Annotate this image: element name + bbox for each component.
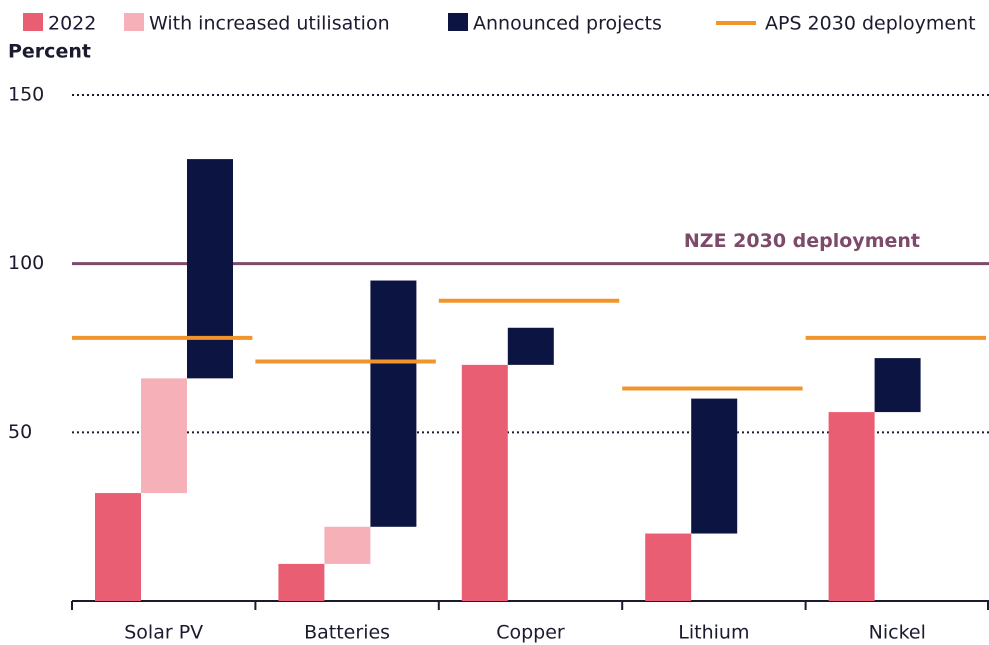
y-tick-label: 150 <box>8 84 44 106</box>
legend-swatch <box>448 13 468 31</box>
bar <box>187 159 233 379</box>
x-tick-label: Solar PV <box>124 622 203 644</box>
reference-label: NZE 2030 deployment <box>684 230 920 252</box>
bar <box>828 412 875 601</box>
bar <box>324 526 371 564</box>
y-axis-label: Percent <box>8 41 91 63</box>
bar <box>370 280 417 527</box>
legend-label: APS 2030 deployment <box>765 13 976 35</box>
legend-swatch <box>124 13 144 31</box>
x-tick-label: Copper <box>496 622 565 644</box>
bar <box>645 533 692 601</box>
bar <box>874 358 921 413</box>
bar <box>141 378 187 494</box>
legend-label: With increased utilisation <box>149 13 390 35</box>
legend-label: 2022 <box>48 13 96 35</box>
x-tick-label: Batteries <box>304 622 390 644</box>
x-tick-label: Lithium <box>678 622 749 644</box>
x-tick-label: Nickel <box>869 622 926 644</box>
bar <box>95 493 141 601</box>
bar <box>691 398 738 534</box>
bar <box>461 364 508 601</box>
y-tick-label: 50 <box>8 421 32 443</box>
bar <box>507 327 554 365</box>
legend-label: Announced projects <box>473 13 662 35</box>
bar <box>278 563 325 601</box>
y-tick-label: 100 <box>8 252 44 274</box>
legend-swatch <box>23 13 43 31</box>
